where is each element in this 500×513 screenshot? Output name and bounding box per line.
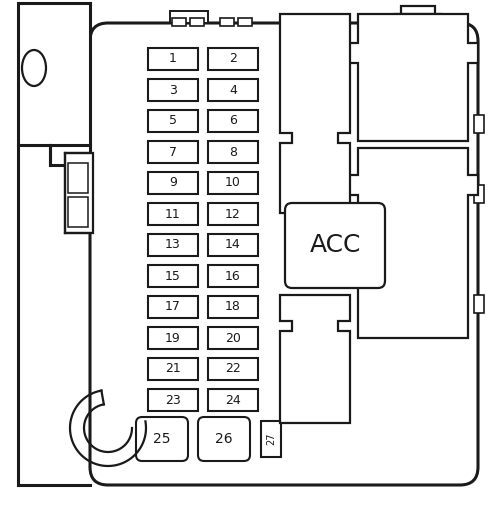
Text: 18: 18 [225,301,241,313]
FancyBboxPatch shape [136,417,188,461]
Bar [148,79,198,101]
Polygon shape [348,148,478,338]
Bar [310,18,324,26]
Polygon shape [383,14,453,73]
Text: 10: 10 [225,176,241,189]
Text: 21: 21 [165,363,181,376]
Text: 26: 26 [215,432,233,446]
Bar [208,265,258,287]
Bar [292,18,306,26]
Text: 16: 16 [225,269,241,283]
Bar [148,358,198,380]
Bar [172,18,186,26]
Bar [170,11,208,23]
Text: 3: 3 [169,84,177,96]
Text: 17: 17 [165,301,181,313]
Bar [65,153,93,233]
Bar [208,110,258,132]
Bar [208,389,258,411]
Text: 24: 24 [225,393,241,406]
Polygon shape [401,6,435,14]
Text: 22: 22 [225,363,241,376]
Bar [208,327,258,349]
Text: 12: 12 [225,207,241,221]
Bar [474,185,484,203]
Bar [208,296,258,318]
Bar [290,14,328,26]
Bar [148,265,198,287]
Bar [68,163,88,193]
Bar [148,389,198,411]
Text: 25: 25 [153,432,171,446]
Text: 2: 2 [229,52,237,66]
Bar [208,141,258,163]
Text: 5: 5 [169,114,177,128]
Bar [148,110,198,132]
Bar [208,234,258,256]
Text: 1: 1 [169,52,177,66]
Bar [148,296,198,318]
Text: 9: 9 [169,176,177,189]
Bar [261,421,281,457]
Polygon shape [280,14,350,213]
Text: 8: 8 [229,146,237,159]
Text: 4: 4 [229,84,237,96]
Text: 19: 19 [165,331,181,345]
Text: ACC: ACC [310,233,360,258]
Bar [208,79,258,101]
Bar [148,48,198,70]
Bar [148,141,198,163]
Text: 7: 7 [169,146,177,159]
Text: 14: 14 [225,239,241,251]
FancyBboxPatch shape [90,23,478,485]
Text: 6: 6 [229,114,237,128]
Text: 27: 27 [266,433,276,445]
Bar [148,172,198,194]
Polygon shape [348,14,478,141]
Text: 13: 13 [165,239,181,251]
Text: 15: 15 [165,269,181,283]
Bar [190,18,204,26]
Bar [68,197,88,227]
Text: 20: 20 [225,331,241,345]
Polygon shape [280,295,350,423]
Bar [148,234,198,256]
Bar [208,203,258,225]
Bar [474,295,484,313]
Polygon shape [18,3,90,165]
Bar [148,327,198,349]
Bar [474,115,484,133]
Bar [148,203,198,225]
Text: 11: 11 [165,207,181,221]
FancyBboxPatch shape [198,417,250,461]
FancyBboxPatch shape [285,203,385,288]
Bar [238,18,252,26]
Text: 23: 23 [165,393,181,406]
Bar [208,358,258,380]
Bar [208,48,258,70]
Bar [220,18,234,26]
Bar [208,172,258,194]
Ellipse shape [22,50,46,86]
